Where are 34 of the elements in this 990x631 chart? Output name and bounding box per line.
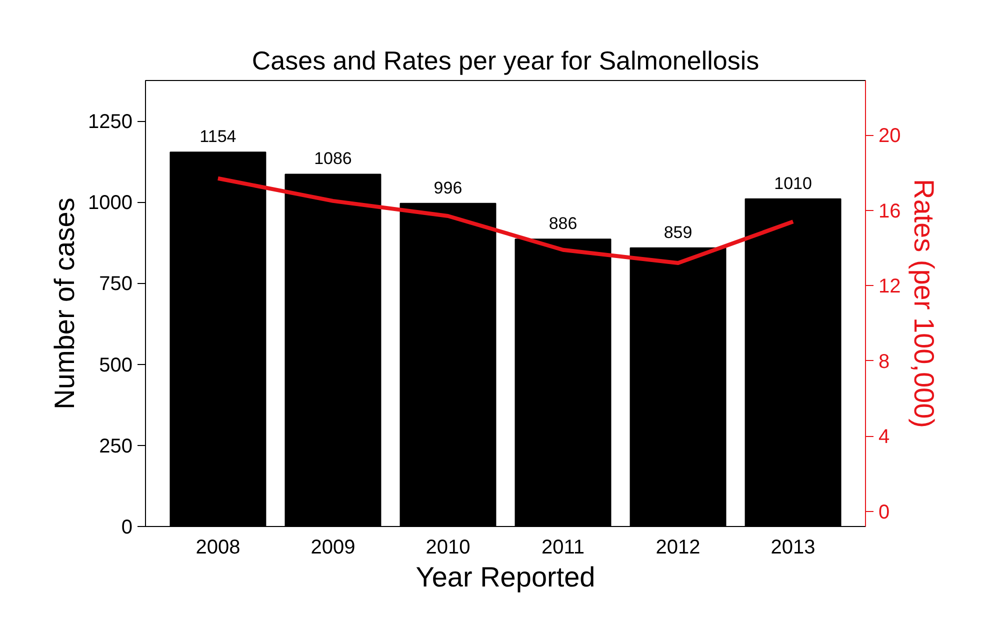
y2-tick-label: 20 <box>878 125 901 148</box>
x-axis-title: Year Reported <box>416 562 596 592</box>
y2-tick-label: 8 <box>878 350 890 373</box>
bar <box>400 202 496 526</box>
x-tick-label: 2013 <box>770 536 816 558</box>
data-label: 1086 <box>314 149 352 168</box>
data-label: 886 <box>548 214 578 234</box>
bar <box>284 174 382 526</box>
bar <box>514 238 612 526</box>
y2-axis-title: Rates (per 100,000) <box>908 178 940 428</box>
bar <box>630 247 726 526</box>
data-label: 996 <box>434 178 462 198</box>
y2-tick-label: 16 <box>878 200 901 222</box>
y-tick-label: 750 <box>99 273 133 296</box>
y-tick-label: 250 <box>99 435 133 458</box>
x-tick-label: 2012 <box>656 536 700 558</box>
y-tick-label: 1250 <box>88 111 133 134</box>
y-tick-label: 0 <box>121 516 132 538</box>
y-tick-label: 500 <box>99 354 133 376</box>
y2-tick-label: 12 <box>878 276 901 298</box>
x-tick-label: 2008 <box>196 536 240 558</box>
chart-title: Cases and Rates per year for Salmonellosis <box>252 46 760 76</box>
bar <box>744 198 842 526</box>
y-tick-label: 1000 <box>88 192 133 214</box>
y-axis-title: Number of cases <box>49 198 80 410</box>
x-tick-label: 2009 <box>310 536 356 558</box>
data-label: 1154 <box>200 127 236 146</box>
bar <box>170 152 266 526</box>
y2-tick-label: 0 <box>878 501 890 524</box>
x-tick-label: 2010 <box>426 536 470 558</box>
data-label: 859 <box>664 222 692 242</box>
y2-tick-label: 4 <box>878 426 890 448</box>
x-tick-label: 2011 <box>542 536 585 558</box>
data-label: 1010 <box>774 174 812 193</box>
